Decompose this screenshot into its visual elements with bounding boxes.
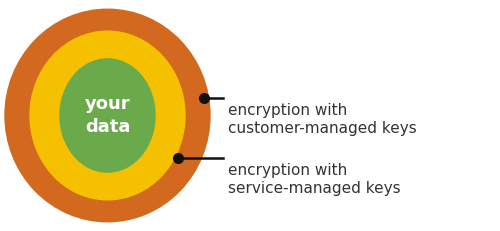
Text: your
data: your data <box>84 95 130 136</box>
Ellipse shape <box>5 9 210 222</box>
Ellipse shape <box>30 31 185 200</box>
Text: encryption with
service-managed keys: encryption with service-managed keys <box>228 163 400 196</box>
Ellipse shape <box>60 59 155 172</box>
Text: encryption with
customer-managed keys: encryption with customer-managed keys <box>228 103 416 136</box>
